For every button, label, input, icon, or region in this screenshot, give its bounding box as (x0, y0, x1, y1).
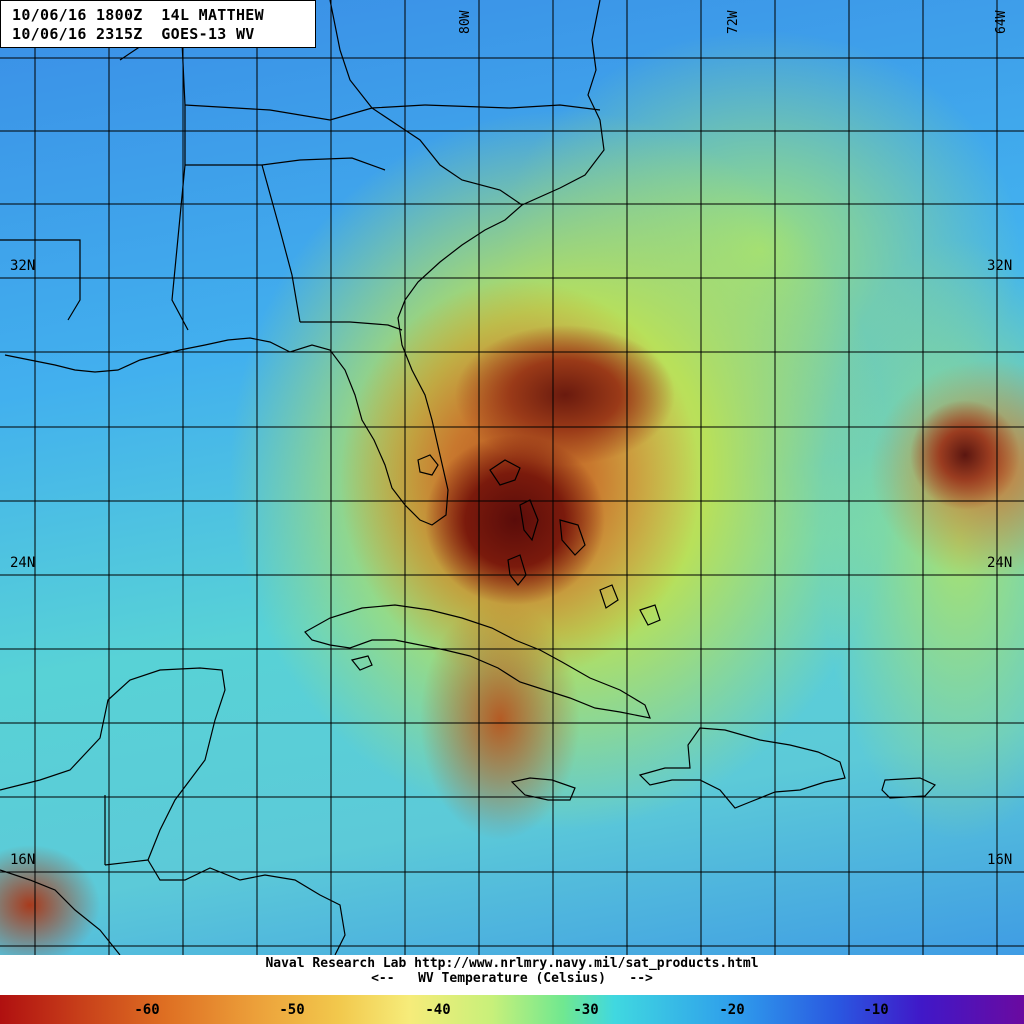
header-line-2: 10/06/16 2315Z GOES-13 WV (12, 25, 255, 43)
lat-label-16n-left: 16N (10, 852, 36, 868)
coastlines (0, 0, 1024, 955)
lon-label-72w: 72W (726, 10, 741, 34)
lat-label-32n-right: 32N (987, 258, 1013, 274)
lon-label-64w: 64W (994, 10, 1009, 34)
satellite-image: 10/06/16 1800Z 14L MATTHEW 10/06/16 2315… (0, 0, 1024, 955)
lon-label-80w: 80W (458, 10, 473, 34)
colorbar-tick: -30 (573, 1002, 599, 1018)
colorbar-tick: -20 (719, 1002, 745, 1018)
colorbar-tick: -60 (134, 1002, 160, 1018)
lat-label-24n-left: 24N (10, 555, 36, 571)
temperature-colorbar (0, 995, 1024, 1024)
lat-label-16n-right: 16N (987, 852, 1013, 868)
header-line-1: 10/06/16 1800Z 14L MATTHEW (12, 6, 264, 24)
colorbar-tick: -50 (279, 1002, 305, 1018)
colorbar-tick: -40 (425, 1002, 451, 1018)
colorbar-tick: -10 (863, 1002, 889, 1018)
lat-label-32n-left: 32N (10, 258, 36, 274)
credit-text: Naval Research Lab http://www.nrlmry.nav… (265, 956, 759, 971)
header-box: 10/06/16 1800Z 14L MATTHEW 10/06/16 2315… (0, 0, 316, 48)
scale-title: <-- WV Temperature (Celsius) --> (371, 971, 653, 986)
footer-panel: Naval Research Lab http://www.nrlmry.nav… (0, 955, 1024, 995)
lat-label-24n-right: 24N (987, 555, 1013, 571)
lat-lon-grid (0, 0, 1024, 955)
